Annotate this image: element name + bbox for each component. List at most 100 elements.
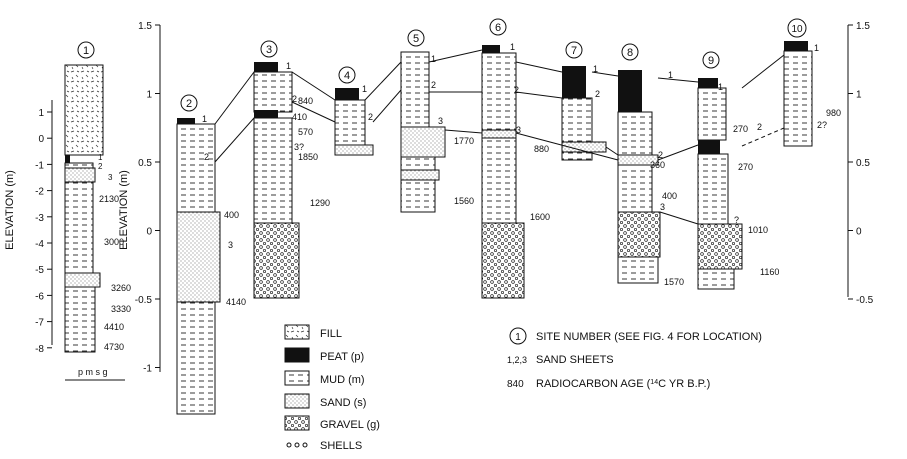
site-1-age-4: 3330 bbox=[111, 304, 131, 314]
site-10-sheet-1: 1 bbox=[814, 43, 819, 53]
legend-sand-label: SAND (s) bbox=[320, 397, 366, 409]
site-4-column: 4 1 2 bbox=[334, 66, 374, 156]
site-4-number: 4 bbox=[344, 70, 350, 82]
site-8-age-2: 400 bbox=[662, 191, 677, 201]
site-8-age-3: 1570 bbox=[664, 277, 684, 287]
site-5-age-2: 1560 bbox=[454, 196, 474, 206]
site-8-sheet-2: 2 bbox=[658, 150, 663, 160]
site-6-sheet-2: 2 bbox=[514, 85, 519, 95]
site-9-age-1: 270 bbox=[733, 124, 748, 134]
legend-sand-sheets-text: SAND SHEETS bbox=[536, 354, 614, 366]
site-2-age-2: 4140 bbox=[226, 297, 246, 307]
site-9-age-2: 270 bbox=[738, 162, 753, 172]
site-10-sheet-2q: 2? bbox=[817, 120, 827, 130]
middle-axis-label: ELEVATION (m) bbox=[118, 170, 130, 250]
site-5-sheet-1: 1 bbox=[431, 54, 436, 64]
right-axis-tick-label: 1 bbox=[856, 90, 862, 101]
left-axis-tick-label: -4 bbox=[35, 239, 44, 250]
legend-site-number-text: SITE NUMBER (SEE FIG. 4 FOR LOCATION) bbox=[536, 331, 762, 343]
left-axis-tick-label: -7 bbox=[35, 318, 44, 329]
middle-axis-tick-label: 1.5 bbox=[138, 21, 152, 32]
site-10-column: 10 1 980 2? bbox=[783, 18, 841, 147]
middle-axis-tick-label: -0.5 bbox=[135, 295, 153, 306]
left-axis-label: ELEVATION (m) bbox=[4, 170, 16, 250]
site-6-column: 6 1 2 3 880 1600 bbox=[481, 18, 550, 299]
legend-gravel-label: GRAVEL (g) bbox=[320, 419, 380, 431]
middle-elevation-axis: ELEVATION (m) 1.5 1 0.5 0 -0.5 -1 bbox=[118, 21, 161, 375]
site-5-sheet-2: 2 bbox=[431, 80, 436, 90]
site-2-sheet-3: 3 bbox=[228, 240, 233, 250]
legend-sand-sheets-example: 1,2,3 bbox=[507, 355, 527, 365]
site-2-column: 2 1 2 3 400 4140 bbox=[176, 94, 246, 415]
site-1-sheet-1: 1 bbox=[98, 153, 103, 162]
site-7-sheet-1: 1 bbox=[593, 64, 598, 74]
site-9-age-3: 1010 bbox=[748, 225, 768, 235]
site-8-column: 8 1 2 360 400 3 1570 bbox=[617, 43, 684, 287]
site-8-sheet-1: 1 bbox=[668, 70, 673, 80]
site-2-number: 2 bbox=[186, 98, 192, 110]
site-4-sheet-1: 1 bbox=[362, 84, 367, 94]
right-elevation-axis: 1.5 1 0.5 0 -0.5 bbox=[847, 21, 874, 306]
site-1-sheet-2: 2 bbox=[98, 162, 103, 171]
legend-age-example: 840 bbox=[507, 379, 524, 390]
site-9-sheet-q: 2 bbox=[757, 122, 762, 132]
right-axis-tick-label: 0 bbox=[856, 227, 862, 238]
left-axis-tick-label: 1 bbox=[38, 108, 44, 119]
site-1-number: 1 bbox=[83, 45, 89, 57]
site-1-age-2: 3000 bbox=[104, 237, 124, 247]
left-axis-tick-label: -1 bbox=[35, 160, 44, 171]
left-axis-tick-label: -2 bbox=[35, 187, 44, 198]
site-6-number: 6 bbox=[495, 22, 501, 34]
legend-shells-label: SHELLS bbox=[320, 440, 362, 452]
middle-axis-tick-label: -1 bbox=[143, 364, 152, 375]
legend-mud-label: MUD (m) bbox=[320, 374, 365, 386]
site-9-age-4: 1160 bbox=[760, 267, 779, 277]
middle-axis-tick-label: 1 bbox=[146, 90, 152, 101]
site-2-sheet-1: 1 bbox=[202, 114, 207, 124]
site-3-sheet-2: 2 bbox=[292, 94, 297, 104]
legend: FILL PEAT (p) MUD (m) SAND (s) GRAVEL (g… bbox=[284, 324, 762, 452]
site-5-column: 5 1 2 3 1770 1560 bbox=[400, 29, 474, 213]
legend-site-number-example: 1 bbox=[515, 332, 521, 343]
site-3-age-4: 1290 bbox=[310, 198, 330, 208]
shells-icon bbox=[286, 442, 308, 448]
left-axis-tick-label: 0 bbox=[38, 134, 44, 145]
correlation-lines bbox=[214, 49, 785, 225]
site-3-sheet-3: 3? bbox=[294, 142, 304, 152]
site-3-age-3: 1850 bbox=[298, 152, 318, 162]
site-3-age-1: 840 bbox=[298, 96, 313, 106]
site-10-age-1: 980 bbox=[826, 108, 841, 118]
site-1-grain-axis: p m s g bbox=[78, 367, 108, 377]
site-3-column: 3 1 2 840 410 570 3? 1850 1290 bbox=[253, 40, 330, 299]
site-6-sheet-1: 1 bbox=[510, 42, 515, 52]
site-6-sheet-3: 3 bbox=[516, 125, 521, 135]
right-axis-tick-label: 1.5 bbox=[856, 21, 870, 32]
site-6-age-2: 1600 bbox=[530, 212, 550, 222]
site-9-sheet-3: ? bbox=[734, 215, 739, 225]
site-5-number: 5 bbox=[413, 33, 419, 45]
site-1-age-5: 4410 bbox=[104, 322, 124, 332]
site-1-age-1: 2130 bbox=[99, 194, 119, 204]
right-axis-tick-label: -0.5 bbox=[856, 295, 874, 306]
site-1-age-6: 4730 bbox=[104, 342, 124, 352]
site-8-number: 8 bbox=[627, 47, 633, 59]
site-2-age-1: 400 bbox=[224, 210, 239, 220]
site-7-sheet-2: 2 bbox=[595, 89, 600, 99]
left-elevation-axis: ELEVATION (m) 1 0 -1 -2 -3 -4 -5 -6 -7 -8 bbox=[4, 100, 53, 355]
site-3-sheet-410: 410 bbox=[292, 112, 307, 122]
site-8-sheet-3: 3 bbox=[660, 202, 665, 212]
right-axis-tick-label: 0.5 bbox=[856, 158, 870, 169]
site-8-age-1: 360 bbox=[650, 160, 665, 170]
site-1-age-3: 3260 bbox=[111, 283, 131, 293]
legend-fill-label: FILL bbox=[320, 328, 342, 340]
site-6-age-1: 880 bbox=[534, 144, 549, 154]
site-2-sheet-2: 2 bbox=[204, 152, 209, 162]
left-axis-tick-label: -5 bbox=[35, 265, 44, 276]
site-1-column: 1 1 2 3 2130 3000 3260 3330 4410 4730 p … bbox=[64, 41, 131, 381]
site-9-number: 9 bbox=[708, 55, 714, 67]
site-3-sheet-1: 1 bbox=[286, 61, 291, 71]
left-axis-tick-label: -6 bbox=[35, 291, 44, 302]
legend-peat-label: PEAT (p) bbox=[320, 351, 364, 363]
site-5-age-1: 1770 bbox=[454, 136, 474, 146]
